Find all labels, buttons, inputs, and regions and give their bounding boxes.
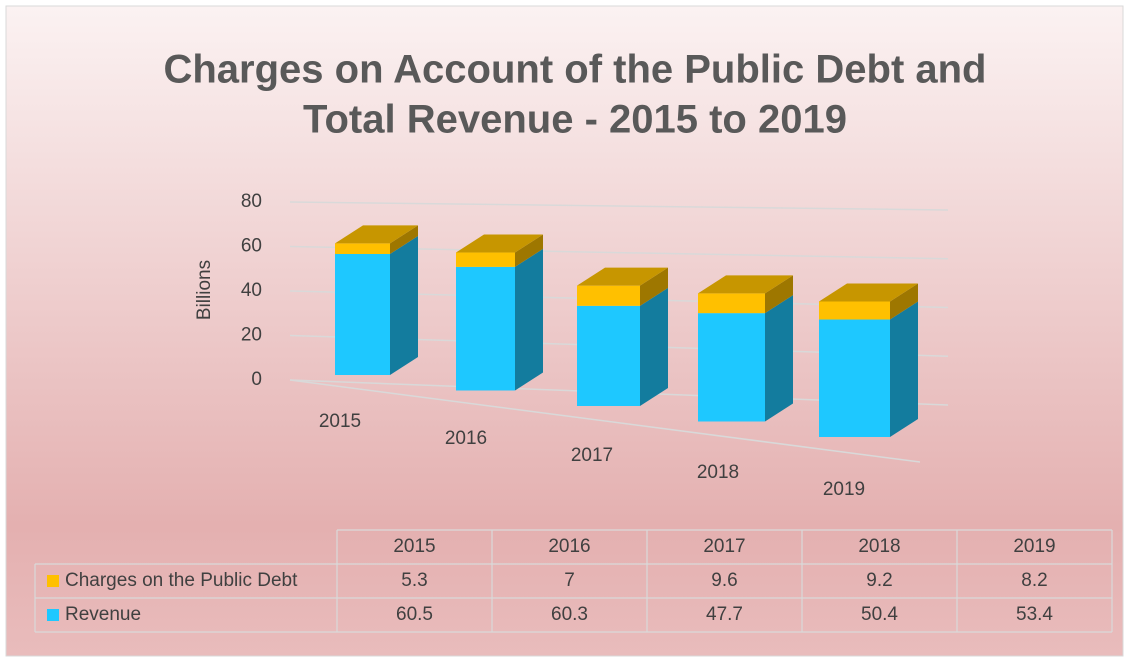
grid-line xyxy=(289,201,949,211)
table-cell: 47.7 xyxy=(706,604,743,625)
bar-side xyxy=(890,301,918,437)
bar-side xyxy=(640,267,668,306)
legend-label: Charges on the Public Debt xyxy=(65,570,298,591)
y-axis-label: Billions xyxy=(194,260,215,320)
bar xyxy=(819,301,890,320)
bar-top xyxy=(698,275,793,294)
x-tick-label: 2015 xyxy=(319,411,361,432)
bar xyxy=(335,254,390,375)
legend-swatch xyxy=(47,609,59,621)
table-header: 2018 xyxy=(858,536,900,557)
legend-swatch xyxy=(47,575,59,587)
bar-top xyxy=(577,267,668,286)
bar-top xyxy=(819,283,918,302)
bar xyxy=(819,319,890,437)
bar-side xyxy=(515,248,543,391)
bar xyxy=(456,252,515,267)
x-tick-label: 2016 xyxy=(445,428,487,449)
bar-side xyxy=(390,236,418,375)
bar xyxy=(698,293,765,314)
bar-side xyxy=(640,287,668,406)
table-cell: 9.2 xyxy=(866,570,892,591)
y-tick-label: 60 xyxy=(241,236,262,257)
table-header: 2017 xyxy=(703,536,745,557)
bar-side xyxy=(390,225,418,254)
bar xyxy=(577,305,640,406)
table-cell: 8.2 xyxy=(1021,570,1047,591)
table-cell: 53.4 xyxy=(1016,604,1053,625)
chart-title: Charges on Account of the Public Debt an… xyxy=(163,48,986,92)
bar xyxy=(698,313,765,422)
bar-side xyxy=(890,283,918,320)
bar-top xyxy=(456,234,543,253)
chart-title: Total Revenue - 2015 to 2019 xyxy=(303,98,847,142)
bar xyxy=(577,285,640,306)
bar xyxy=(335,243,390,254)
bar-top xyxy=(335,225,418,244)
table-cell: 7 xyxy=(564,570,575,591)
table-cell: 60.5 xyxy=(396,604,433,625)
bar-side xyxy=(765,275,793,314)
y-tick-label: 20 xyxy=(241,325,262,346)
x-tick-label: 2019 xyxy=(823,479,865,500)
table-cell: 5.3 xyxy=(401,570,427,591)
legend-label: Revenue xyxy=(65,604,141,625)
bar-side xyxy=(765,295,793,422)
table-header: 2015 xyxy=(393,536,435,557)
bar xyxy=(456,266,515,391)
table-header: 2016 xyxy=(548,536,590,557)
table-header: 2019 xyxy=(1013,536,1055,557)
floor-line xyxy=(289,379,921,463)
x-tick-label: 2018 xyxy=(697,462,739,483)
table-cell: 9.6 xyxy=(711,570,737,591)
x-tick-label: 2017 xyxy=(571,445,613,466)
y-tick-label: 80 xyxy=(241,191,262,212)
chart-background xyxy=(5,5,1124,657)
y-tick-label: 0 xyxy=(251,369,262,390)
table-cell: 60.3 xyxy=(551,604,588,625)
y-tick-label: 40 xyxy=(241,280,262,301)
table-cell: 50.4 xyxy=(861,604,898,625)
bar-side xyxy=(515,234,543,267)
